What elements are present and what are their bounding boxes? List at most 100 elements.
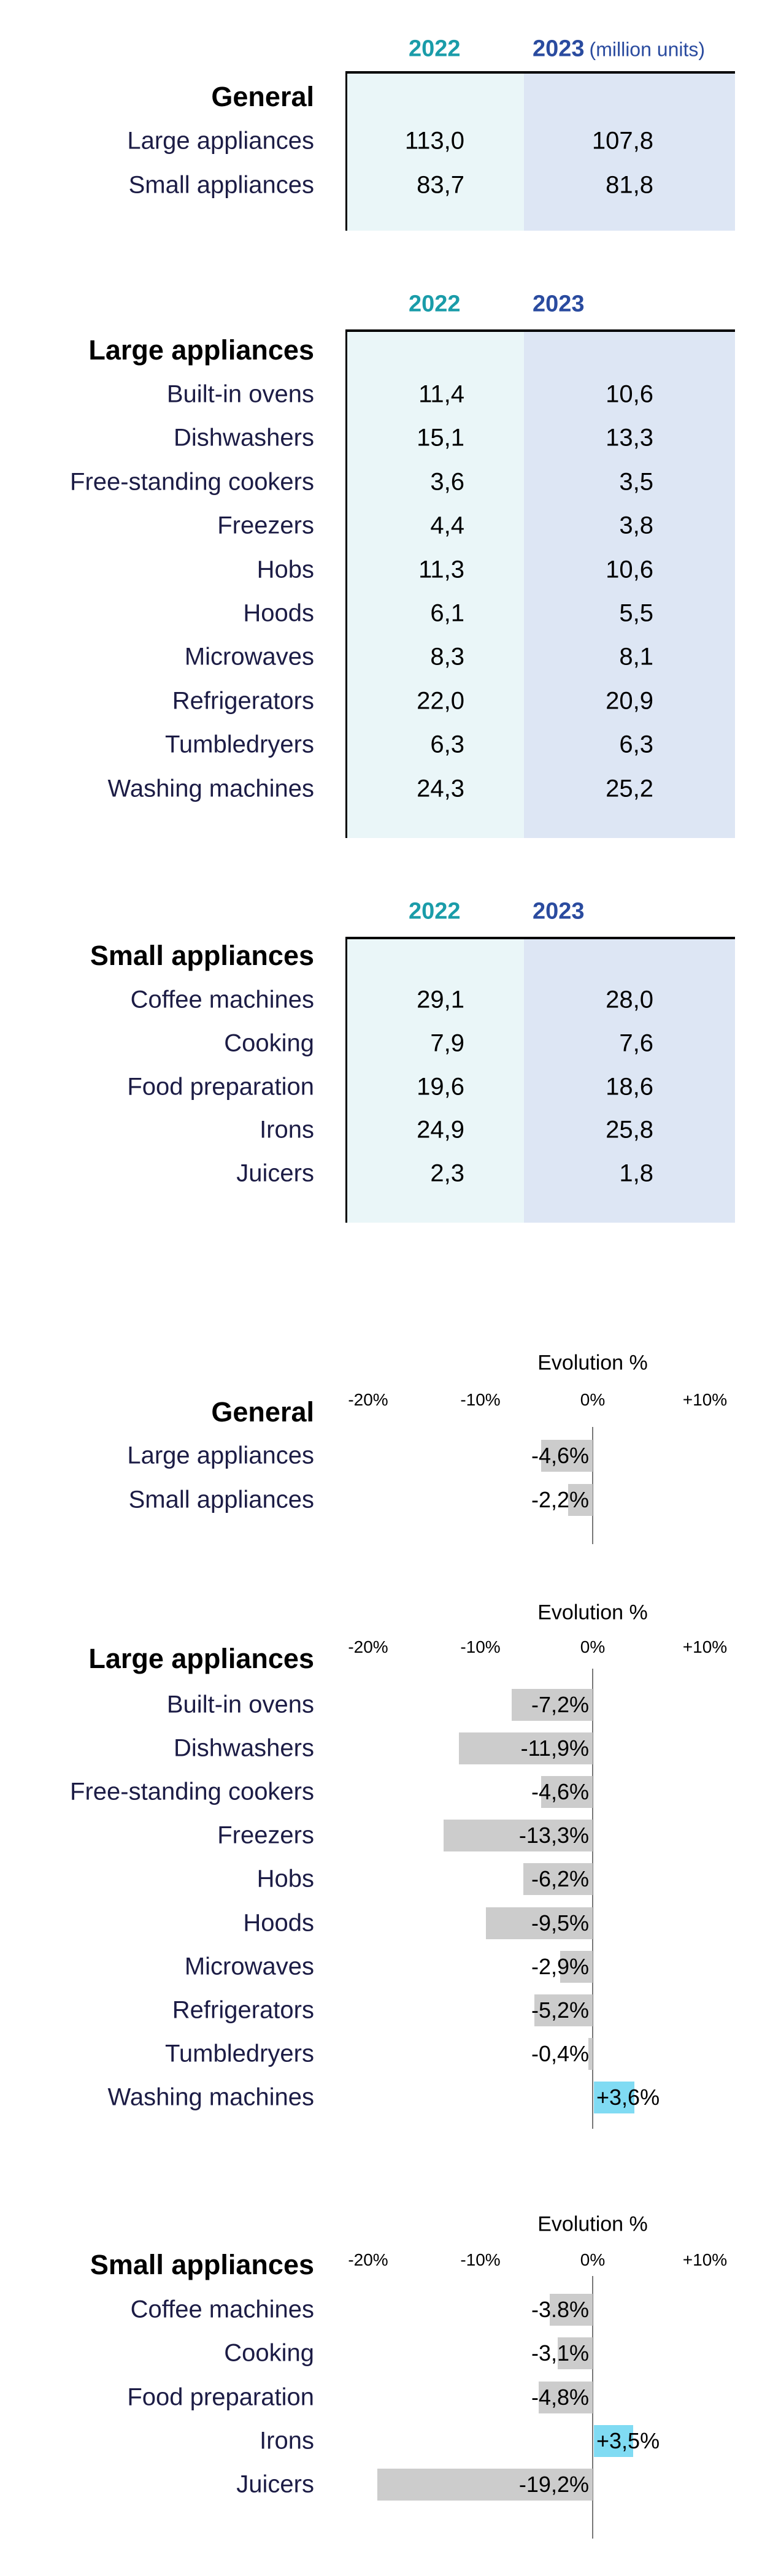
section-heading: Large appliances [88, 1643, 314, 1674]
x-tick-label: -20% [348, 2250, 388, 2269]
category-label: Hobs [256, 1865, 314, 1893]
year-2022-header: 2022 [409, 291, 461, 317]
table-top-rule [345, 71, 735, 74]
value-2023: 7,6 [619, 1029, 653, 1057]
row-label: Hobs [256, 556, 314, 583]
table-top-rule [345, 937, 735, 939]
value-2023: 5,5 [619, 599, 653, 627]
value-2023: 25,8 [606, 1116, 653, 1144]
year-2023-header: 2023 [533, 899, 585, 925]
bar-value-label: -4,6% [531, 1779, 589, 1805]
negative-bar [588, 2037, 593, 2070]
bar-value-label: -2,9% [531, 1953, 589, 1979]
negative-bar [539, 2381, 593, 2413]
row-label: Food preparation [127, 1073, 314, 1100]
value-2022: 11,4 [418, 380, 464, 408]
value-2022: 29,1 [417, 986, 464, 1013]
negative-bar [560, 1950, 593, 1983]
value-2022: 11,3 [418, 556, 464, 583]
year-2023-label: 2023 [533, 36, 585, 62]
value-2023: 25,2 [606, 775, 653, 802]
bar-value-label: -0,4% [531, 2040, 589, 2066]
negative-bar [568, 1484, 593, 1516]
value-2022: 15,1 [417, 424, 464, 452]
table-left-rule [345, 72, 347, 231]
zero-axis-line [592, 1669, 593, 2129]
row-label: Irons [260, 1116, 314, 1144]
value-2022: 8,3 [430, 643, 464, 671]
value-2023: 81,8 [606, 171, 653, 199]
category-label: Microwaves [184, 1953, 314, 1980]
bar-value-label: +3,5% [596, 2428, 660, 2453]
unit-label: (million units) [589, 38, 706, 61]
section-heading: Small appliances [90, 2249, 314, 2280]
row-label: Refrigerators [172, 687, 314, 715]
column-2022-bg [347, 331, 524, 838]
category-label: Tumbledryers [164, 2040, 314, 2067]
value-2022: 113,0 [404, 127, 464, 155]
category-label: Juicers [236, 2470, 314, 2498]
positive-bar [594, 2424, 634, 2457]
zero-axis-line [592, 2276, 593, 2539]
negative-bar [534, 1994, 593, 2026]
value-2022: 24,3 [417, 775, 464, 802]
row-label: Tumbledryers [164, 731, 314, 758]
value-2023: 13,3 [606, 424, 653, 452]
category-label: Irons [260, 2427, 314, 2455]
value-2023: 3,8 [619, 512, 653, 539]
x-tick-label: -20% [348, 1637, 388, 1656]
row-label: Large appliances [127, 127, 314, 155]
value-2023: 3,5 [619, 468, 653, 496]
value-2022: 19,6 [417, 1073, 464, 1100]
row-label: Washing machines [107, 775, 314, 802]
x-tick-label: +10% [682, 1390, 728, 1409]
bar-value-label: -13,3% [518, 1823, 589, 1848]
negative-bar [486, 1907, 593, 1939]
negative-bar [443, 1820, 593, 1852]
value-2023: 28,0 [606, 986, 653, 1013]
row-label: Microwaves [184, 643, 314, 671]
x-tick-label: 0% [580, 1637, 606, 1656]
bar-value-label: -4,8% [531, 2384, 589, 2410]
value-2023: 10,6 [606, 380, 653, 408]
category-label: Freezers [217, 1821, 314, 1849]
negative-bar [377, 2469, 593, 2501]
negative-bar [459, 1732, 593, 1765]
year-2023-header: 2023 (million units) [533, 36, 705, 63]
value-2022: 6,1 [430, 599, 464, 627]
section-heading: Small appliances [90, 940, 314, 971]
value-2023: 8,1 [619, 643, 653, 671]
negative-bar [523, 1863, 593, 1896]
x-tick-label: -20% [348, 1390, 388, 1409]
year-2022-header: 2022 [409, 36, 461, 62]
value-2023: 10,6 [606, 556, 653, 583]
value-2022: 2,3 [430, 1159, 464, 1187]
negative-bar [541, 1776, 593, 1809]
category-label: Free-standing cookers [70, 1778, 314, 1805]
row-label: Free-standing cookers [70, 468, 314, 496]
value-2023: 107,8 [591, 127, 653, 155]
table-left-rule [345, 938, 347, 1223]
category-label: Dishwashers [174, 1734, 314, 1762]
x-tick-label: +10% [682, 2250, 728, 2269]
value-2022: 7,9 [430, 1029, 464, 1057]
row-label: Coffee machines [130, 986, 314, 1013]
value-2022: 3,6 [430, 468, 464, 496]
chart-title: Evolution % [537, 1601, 648, 1624]
bar-value-label: -3.8% [531, 2297, 589, 2322]
value-2022: 6,3 [430, 731, 464, 758]
category-label: Cooking [224, 2339, 314, 2367]
row-label: Hoods [243, 599, 314, 627]
positive-bar [594, 2081, 634, 2113]
category-label: Large appliances [127, 1442, 314, 1469]
row-label: Small appliances [128, 171, 314, 199]
negative-bar [512, 1689, 593, 1721]
section-heading: Large appliances [88, 334, 314, 366]
category-label: Food preparation [127, 2383, 314, 2410]
column-2022-bg [347, 72, 524, 231]
category-label: Refrigerators [172, 1996, 314, 2024]
row-label: Juicers [236, 1159, 314, 1187]
category-label: Small appliances [128, 1486, 314, 1513]
column-2023-bg [524, 331, 735, 838]
section-heading: General [211, 81, 314, 112]
